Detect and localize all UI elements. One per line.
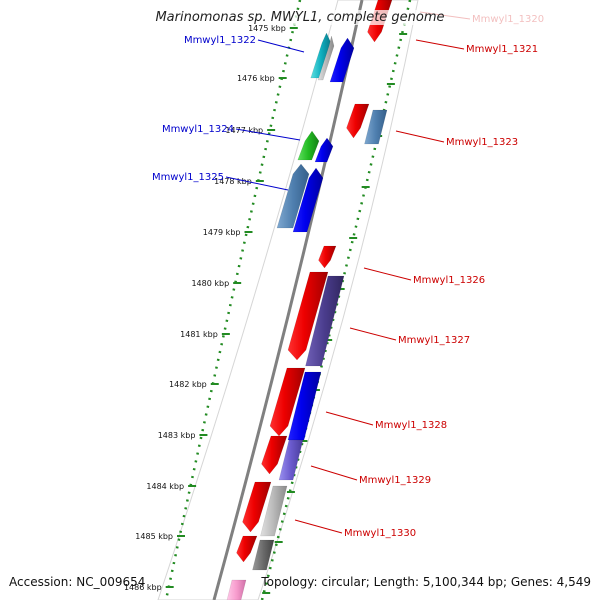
- gene-mmwyl1-1329[interactable]: [278, 439, 304, 481]
- leader-line: [363, 267, 412, 281]
- gene-pink-lower[interactable]: [226, 579, 247, 600]
- gene-label-reverse[interactable]: Mmwyl1_1329: [359, 475, 431, 486]
- gene-mmwyl1-1329a[interactable]: [261, 435, 288, 475]
- gene-dgray-lower[interactable]: [252, 539, 275, 571]
- accession-text: Accession: NC_009654: [9, 575, 146, 589]
- gene-mmwyl1-1327a[interactable]: [287, 271, 329, 361]
- gene-mmwyl1-1328[interactable]: [287, 371, 322, 441]
- gene-mmwyl1-1324[interactable]: [297, 130, 320, 161]
- leader-line: [415, 39, 465, 50]
- leader-line: [225, 176, 289, 191]
- gene-label-forward[interactable]: Mmwyl1_1324: [162, 124, 234, 135]
- ruler-tick-label: 1479 kbp: [203, 228, 241, 237]
- map-title: Marinomonas sp. MWYL1, complete genome: [0, 10, 600, 25]
- gene-mmwyl1-1325b[interactable]: [292, 167, 324, 233]
- gene-label-forward[interactable]: Mmwyl1_1325: [152, 172, 224, 183]
- gene-label-reverse[interactable]: Mmwyl1_1326: [413, 275, 485, 286]
- gene-mmwyl1-1324b[interactable]: [314, 137, 334, 163]
- gene-mmwyl1-1328a[interactable]: [269, 367, 306, 437]
- genome-backbone: [212, 0, 364, 600]
- leader-line: [395, 130, 445, 143]
- gene-red-lower[interactable]: [236, 535, 258, 563]
- ruler-tick-label: 1476 kbp: [237, 74, 275, 83]
- gene-mmwyl1-1326[interactable]: [318, 245, 337, 269]
- gene-label-reverse[interactable]: Mmwyl1_1327: [398, 335, 470, 346]
- leader-line: [257, 39, 305, 53]
- leader-line: [310, 465, 358, 481]
- ruler-tick-label: 1481 kbp: [180, 330, 218, 339]
- ruler-tick-label: 1480 kbp: [191, 279, 229, 288]
- leader-line: [325, 411, 374, 426]
- gene-label-reverse[interactable]: Mmwyl1_1328: [375, 420, 447, 431]
- gene-mmwyl1-1327[interactable]: [305, 275, 345, 367]
- ruler-tick-label: 1475 kbp: [248, 24, 286, 33]
- gene-label-reverse[interactable]: Mmwyl1_1321: [466, 44, 538, 55]
- ruler-tick-label: 1486 kbp: [124, 583, 162, 592]
- gene-mmwyl1-1325[interactable]: [276, 163, 310, 229]
- leader-line: [349, 327, 397, 341]
- ruler-line: [164, 0, 302, 600]
- ruler-tick-label: 1483 kbp: [158, 431, 196, 440]
- gene-label-reverse[interactable]: Mmwyl1_1323: [446, 137, 518, 148]
- leader-line: [235, 128, 301, 141]
- gene-label-reverse[interactable]: Mmwyl1_1330: [344, 528, 416, 539]
- gene-mmwyl1-1330a[interactable]: [242, 481, 272, 533]
- gene-mmwyl1-1323a[interactable]: [346, 103, 370, 139]
- gene-mmwyl1-1323[interactable]: [364, 109, 388, 145]
- leader-line: [294, 519, 343, 534]
- gene-label-forward[interactable]: Mmwyl1_1322: [184, 35, 256, 46]
- ruler-tick-label: 1484 kbp: [146, 482, 184, 491]
- gene-mmwyl1-1330[interactable]: [260, 485, 288, 537]
- ruler-tick-label: 1478 kbp: [214, 177, 252, 186]
- ruler-tick-label: 1485 kbp: [135, 532, 173, 541]
- genome-summary-text: Topology: circular; Length: 5,100,344 bp…: [261, 575, 591, 589]
- lane-band: [157, 0, 419, 600]
- ruler-tick-label: 1482 kbp: [169, 380, 207, 389]
- gene-mmwyl1-1322b[interactable]: [329, 37, 355, 83]
- gene-small-gray[interactable]: [317, 35, 335, 81]
